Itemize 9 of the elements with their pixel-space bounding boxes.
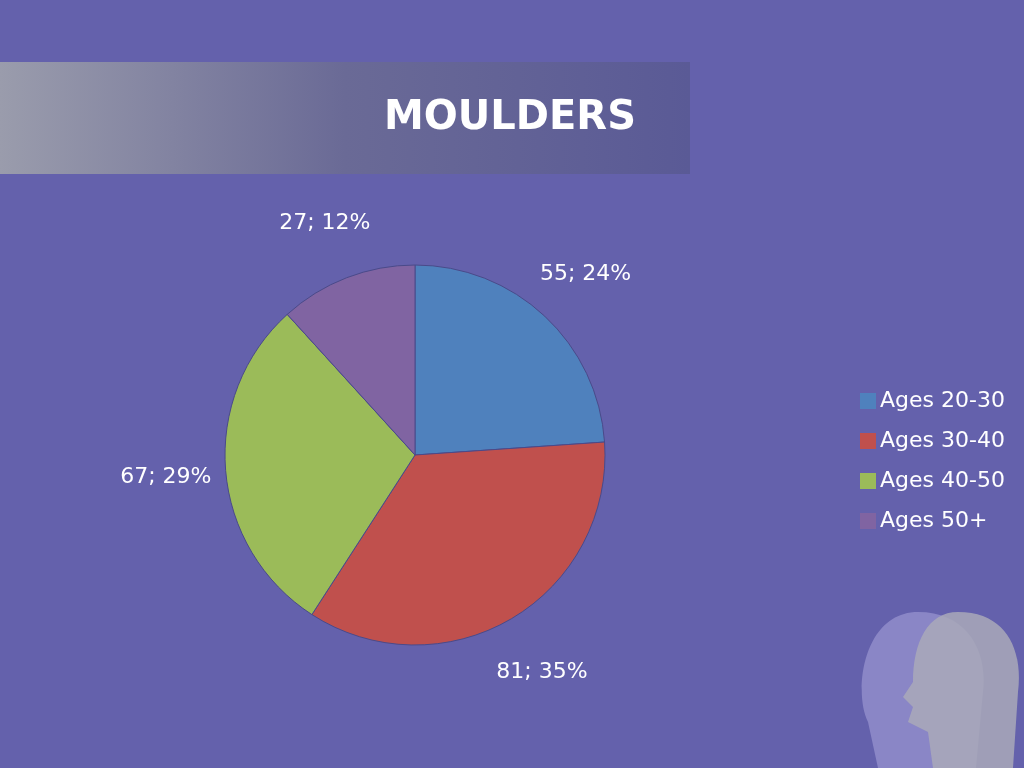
legend-label: Ages 40-50	[880, 467, 1005, 492]
data-label: 27; 12%	[279, 209, 371, 235]
legend-label: Ages 30-40	[880, 427, 1005, 452]
data-label: 55; 24%	[539, 259, 632, 285]
chart-title: MOULDERS	[383, 92, 637, 138]
data-label: 67; 29%	[120, 462, 212, 488]
legend-label: Ages 20-30	[880, 387, 1005, 412]
legend-label: Ages 50+	[880, 507, 988, 532]
data-label: 81; 35%	[496, 657, 588, 683]
